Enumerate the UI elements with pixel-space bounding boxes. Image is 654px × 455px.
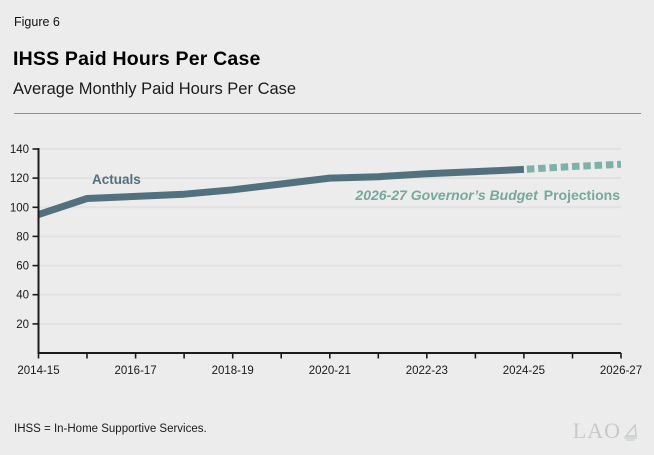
figure-label: Figure 6 [14, 15, 60, 29]
projection-series-line [523, 160, 622, 173]
x-tick-label: 2018-19 [212, 365, 254, 377]
y-tick-label: 40 [16, 290, 29, 302]
x-tick-label: 2026-27 [600, 365, 642, 377]
actuals-series-line [37, 165, 525, 218]
actuals-series-label: Actuals [92, 172, 141, 187]
header-divider [14, 113, 641, 114]
x-tick-label: 2022-23 [406, 365, 448, 377]
y-tick-label: 20 [16, 319, 29, 331]
projection-label-italic: 2026-27 Governor’s Budget [355, 187, 538, 203]
lao-logo: LAO [573, 418, 640, 444]
y-tick-label: 60 [16, 261, 29, 273]
projection-series-label: 2026-27 Governor’s Budget Projections [355, 187, 620, 203]
y-tick-label: 140 [10, 144, 29, 156]
y-tick-label: 120 [10, 173, 29, 185]
lao-logo-text: LAO [572, 418, 621, 443]
chart-subtitle: Average Monthly Paid Hours Per Case [13, 80, 297, 98]
footnote: IHSS = In-Home Supportive Services. [14, 423, 207, 435]
projection-label-regular: Projections [543, 187, 620, 203]
x-tick-label: 2020-21 [309, 365, 351, 377]
chart-title: IHSS Paid Hours Per Case [13, 48, 261, 70]
x-tick-label: 2014-15 [17, 365, 59, 377]
y-tick-label: 100 [10, 202, 29, 214]
x-tick-label: 2024-25 [503, 365, 545, 377]
x-tick-label: 2016-17 [114, 365, 156, 377]
y-tick-label: 80 [16, 231, 29, 243]
lao-logo-icon [624, 423, 637, 441]
